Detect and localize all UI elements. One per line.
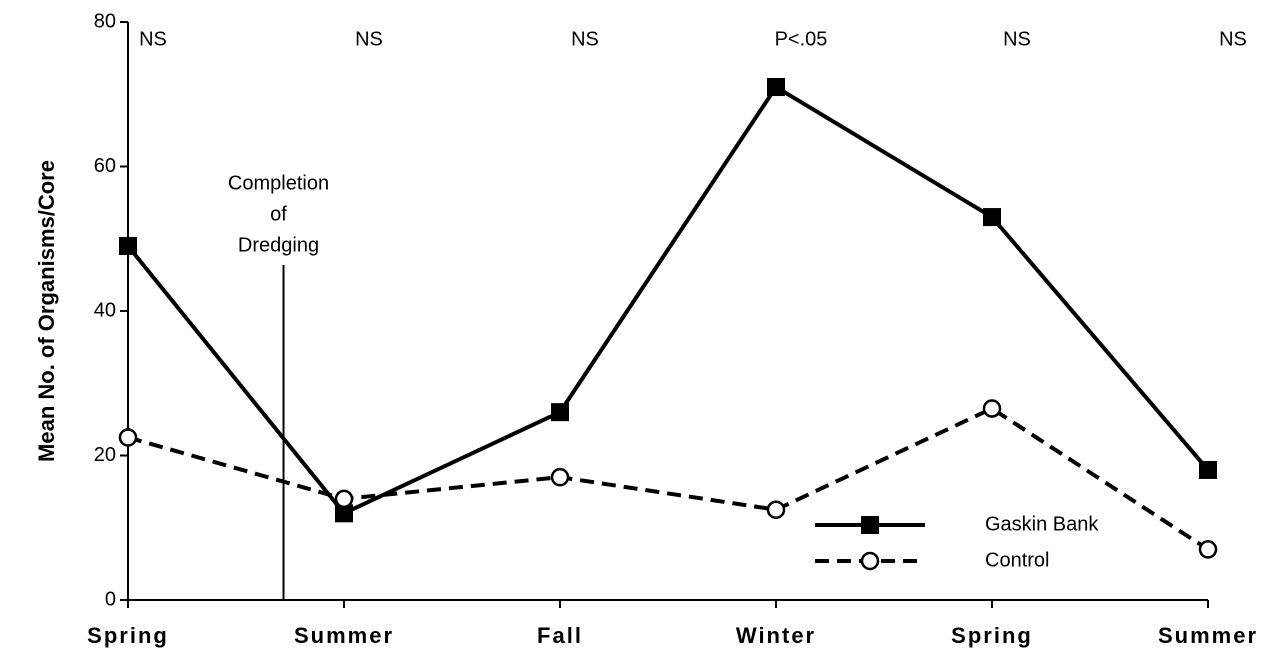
point xyxy=(983,208,1001,227)
point xyxy=(766,500,786,519)
point xyxy=(550,467,570,487)
series-line xyxy=(127,406,1210,552)
significance-label: P<.05 xyxy=(775,28,828,50)
x-tick-label: Spring xyxy=(951,623,1033,648)
x-tick-label: Winter xyxy=(736,623,816,648)
y-tick-label: 80 xyxy=(94,10,116,32)
point xyxy=(861,516,879,534)
x-tick-label: Fall xyxy=(537,623,583,648)
y-tick-label: 0 xyxy=(105,588,116,610)
significance-label: NS xyxy=(1003,28,1031,50)
point xyxy=(119,236,137,255)
event-label: Dredging xyxy=(238,234,319,256)
significance-label: NS xyxy=(1219,28,1247,50)
significance-label: NS xyxy=(139,28,167,50)
series-line xyxy=(126,84,1210,516)
y-axis-label: Mean No. of Organisms/Core xyxy=(34,160,59,462)
point xyxy=(334,489,354,509)
point xyxy=(118,428,138,447)
point xyxy=(335,504,353,523)
significance-label: NS xyxy=(355,28,383,50)
event-label: Completion xyxy=(228,172,329,194)
point xyxy=(551,403,569,422)
x-tick-label: Spring xyxy=(87,623,169,648)
x-tick-label: Summer xyxy=(294,623,394,648)
point xyxy=(1199,460,1217,479)
x-tick-label: Summer xyxy=(1158,623,1258,648)
legend-label: Gaskin Bank xyxy=(985,513,1099,535)
event-label: of xyxy=(270,203,287,225)
point xyxy=(1198,540,1218,559)
point xyxy=(982,399,1002,418)
significance-label: NS xyxy=(571,28,599,50)
point xyxy=(860,551,880,571)
point xyxy=(767,78,785,97)
y-tick-label: 20 xyxy=(94,444,116,466)
y-tick-label: 40 xyxy=(94,299,116,321)
legend-label: Control xyxy=(985,549,1049,571)
y-tick-label: 60 xyxy=(94,155,116,177)
